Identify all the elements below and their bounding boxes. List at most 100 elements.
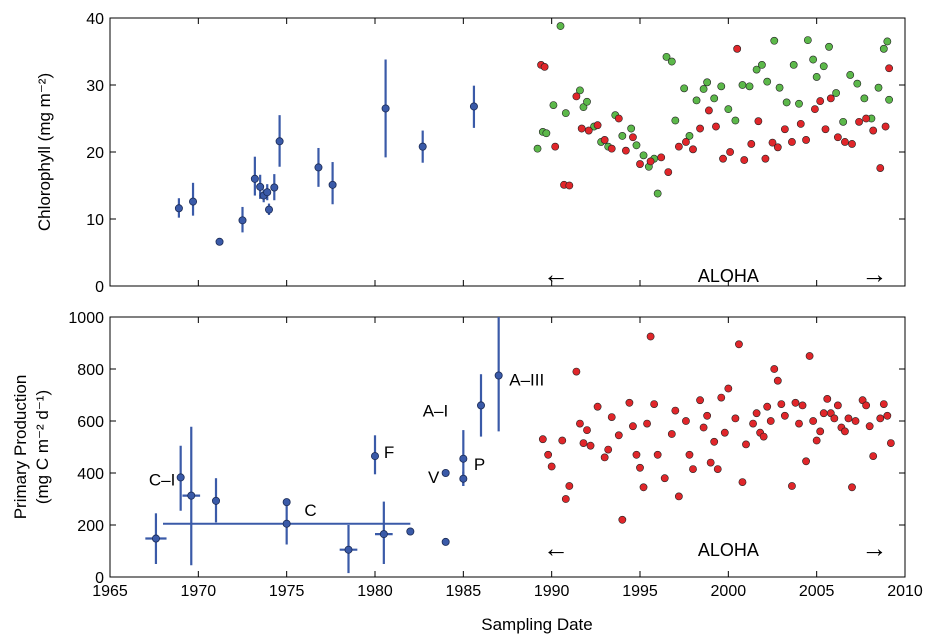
historic-point [256,182,265,191]
aloha-point [881,122,890,131]
historic-point [476,401,485,410]
aloha-point [583,426,591,434]
aloha-point [618,515,627,524]
aloha-point [749,419,757,428]
historic-point [459,454,468,463]
x-tick-label: 1990 [534,583,570,600]
plot-frame [109,17,906,287]
aloha-point [636,463,644,472]
aloha-point [731,414,740,423]
primary-production-panel: 1965 1970 1975 1980 1985 1990 1995 2000 2005 2010… [11,310,923,600]
aloha-point [853,79,862,88]
historic-point [250,174,259,183]
historic-point [459,474,468,483]
aloha-point [851,417,860,425]
y-tick-label: 0 [95,570,104,587]
aloha-point [629,422,637,431]
aloha-point [791,398,800,407]
aloha-point [674,492,683,501]
aloha-label: ALOHA [698,540,759,560]
aloha-point [839,117,848,126]
aloha-point [713,465,722,473]
historic-point [282,498,291,507]
aloha-point [667,430,676,438]
aloha-point [885,64,893,73]
aloha-point [632,141,641,150]
aloha-point [848,483,856,492]
aloha-point [696,124,704,133]
historic-point [270,183,279,192]
aloha-point [844,414,853,423]
historic-point [328,180,337,189]
historic-point [381,104,390,113]
aloha-point [650,400,659,408]
aloha-point [819,409,828,418]
aloha-point [703,78,712,87]
aloha-point [766,417,775,425]
historic-point [189,197,198,206]
historic-point [211,496,220,505]
aloha-point [841,138,849,146]
historic-point [370,452,379,461]
aloha-point [540,63,549,71]
aloha-point [752,65,761,74]
y-tick-label: 200 [77,518,104,535]
historic-point [441,537,450,546]
aloha-point [789,61,798,69]
aloha-point [816,97,825,105]
historic-point [238,216,247,225]
aloha-point [782,98,791,107]
aloha-point [682,138,690,146]
aloha-point [565,482,574,490]
aloha-point [821,125,830,134]
aloha-point [773,376,782,385]
aloha-point [738,478,747,486]
aloha-point [733,44,742,53]
x-tick-label: 1970 [181,583,217,600]
aloha-point [745,82,754,91]
aloha-point [841,427,849,436]
aloha-point [846,71,855,79]
aloha-point [600,136,609,144]
aloha-point [618,132,627,140]
aloha-point [832,89,840,97]
plot-frame [109,316,906,578]
y-axis-title-line1: Primary Production [11,375,30,520]
historic-point [406,527,415,536]
aloha-point [803,36,812,45]
aloha-point [607,413,616,421]
historic-point [174,204,183,213]
x-tick-label: 2005 [799,583,835,600]
historic-point [282,519,291,528]
aloha-point [710,94,719,103]
aloha-point [758,61,766,69]
y-tick-label: 20 [86,145,104,162]
aloha-point [547,462,556,471]
aloha-point [586,441,595,450]
aloha-point [607,144,616,153]
aloha-point [542,129,551,138]
aloha-point [577,124,586,133]
aloha-point [855,117,863,126]
aloha-point [826,94,835,103]
aloha-point [558,436,567,445]
aloha-point [869,452,878,460]
aloha-point [812,73,821,81]
aloha-point [699,423,708,432]
y-axis-title: Chlorophyll (mg m⁻²) [35,73,54,231]
annotation-label: V [428,468,440,487]
aloha-point [823,394,832,403]
annotation-label: C [304,501,316,520]
arrow-right-icon: → [861,259,887,289]
aloha-point [703,411,712,420]
aloha-point [584,126,593,135]
aloha-point [830,414,839,423]
aloha-point [833,133,842,142]
aloha-point [636,160,644,168]
aloha-point [883,37,892,46]
historic-point [263,188,272,197]
historic-point [176,473,185,482]
annotation-label: C–I [149,471,175,490]
annotation-label: P [474,455,485,474]
